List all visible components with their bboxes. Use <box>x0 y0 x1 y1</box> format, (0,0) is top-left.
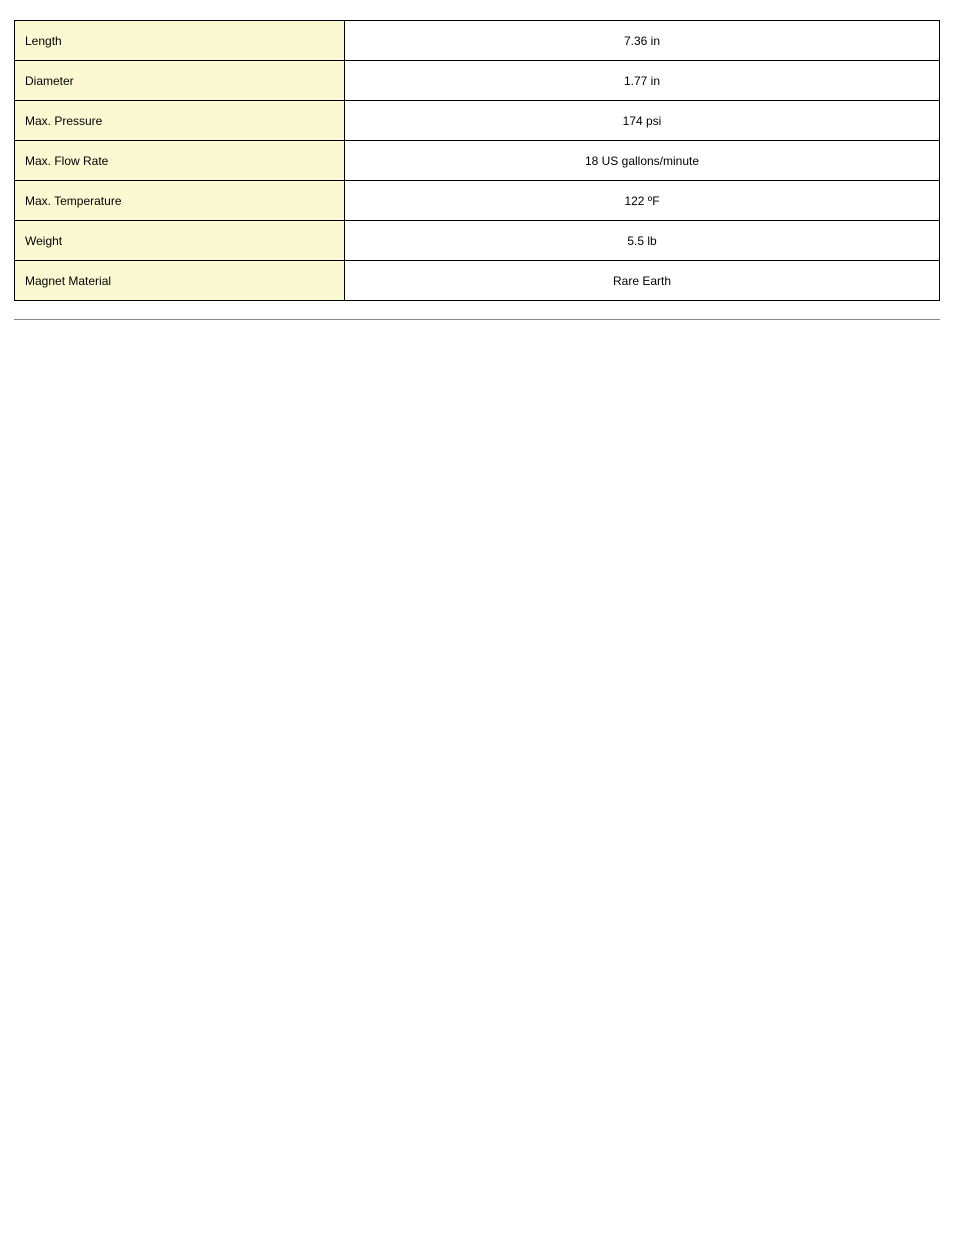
spec-label: Max. Flow Rate <box>15 141 345 181</box>
spec-value: 5.5 lb <box>345 221 940 261</box>
spec-label: Max. Temperature <box>15 181 345 221</box>
spec-value: Rare Earth <box>345 261 940 301</box>
spec-value: 174 psi <box>345 101 940 141</box>
spec-value: 1.77 in <box>345 61 940 101</box>
table-row: Magnet Material Rare Earth <box>15 261 940 301</box>
table-row: Weight 5.5 lb <box>15 221 940 261</box>
table-row: Length 7.36 in <box>15 21 940 61</box>
spec-label: Length <box>15 21 345 61</box>
spec-label: Weight <box>15 221 345 261</box>
section-divider <box>14 319 940 320</box>
spec-table: Length 7.36 in Diameter 1.77 in Max. Pre… <box>14 20 940 301</box>
spec-label: Magnet Material <box>15 261 345 301</box>
table-row: Max. Flow Rate 18 US gallons/minute <box>15 141 940 181</box>
spec-label: Max. Pressure <box>15 101 345 141</box>
table-row: Max. Temperature 122 ºF <box>15 181 940 221</box>
table-row: Diameter 1.77 in <box>15 61 940 101</box>
table-row: Max. Pressure 174 psi <box>15 101 940 141</box>
spec-value: 18 US gallons/minute <box>345 141 940 181</box>
spec-value: 7.36 in <box>345 21 940 61</box>
spec-label: Diameter <box>15 61 345 101</box>
spec-value: 122 ºF <box>345 181 940 221</box>
